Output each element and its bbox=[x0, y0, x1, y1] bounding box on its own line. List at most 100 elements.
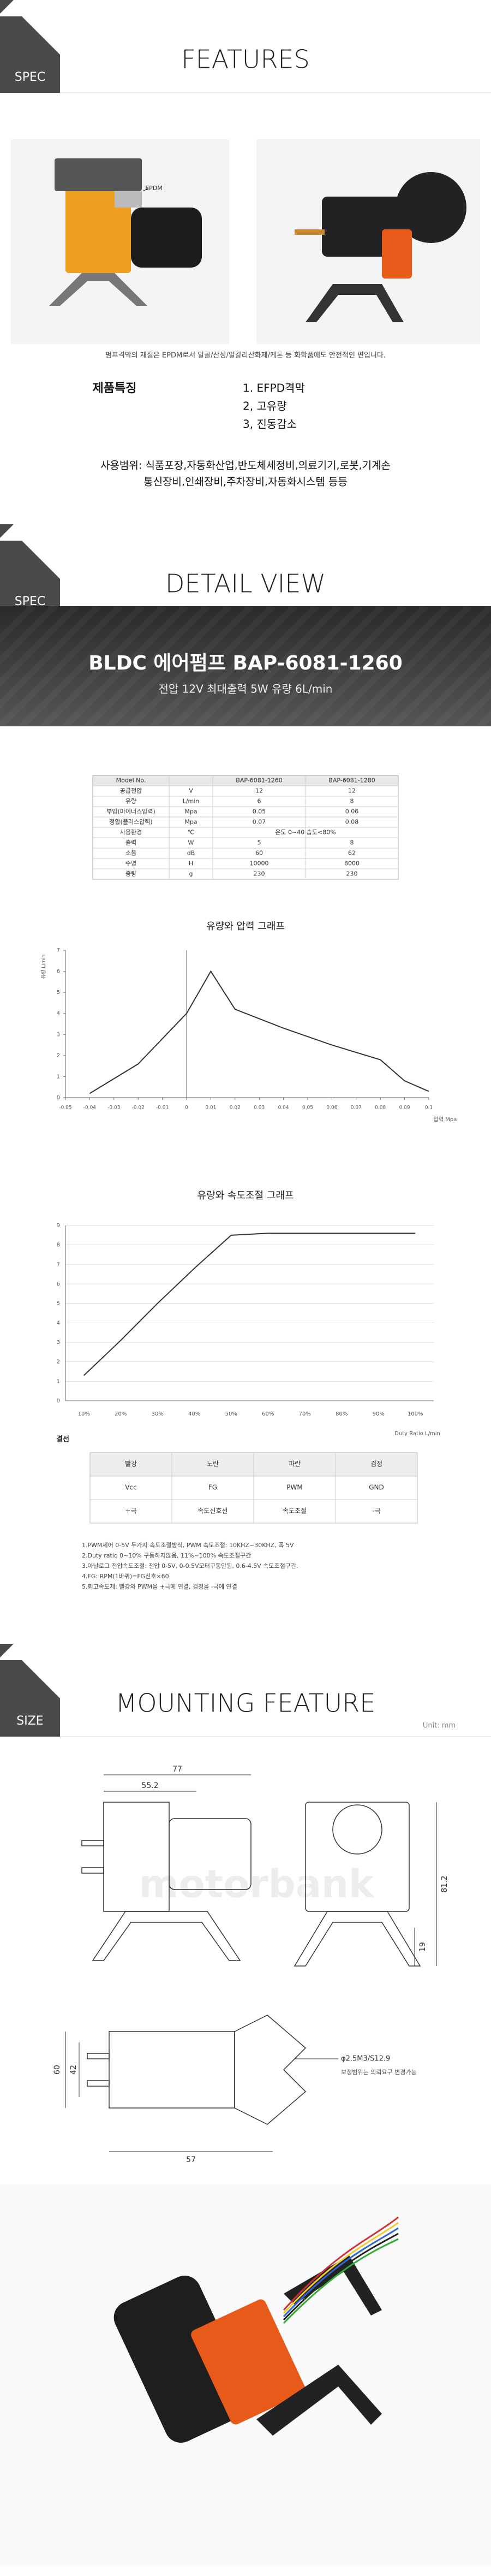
product-bracket bbox=[256, 2365, 382, 2436]
note: 2.Duty ratio 0~10% 구동하지않음, 11%~100% 속도조절… bbox=[82, 1551, 251, 1559]
table-header: BAP-6081-1280 bbox=[328, 777, 375, 784]
dimension: 60 bbox=[53, 2065, 62, 2075]
dimension: 57 bbox=[186, 2155, 196, 2164]
dimension: 19 bbox=[418, 1942, 427, 1952]
x-tick-label: 0.02 bbox=[230, 1105, 241, 1111]
wiring-cell: -극 bbox=[372, 1507, 380, 1515]
section-tag-label: SIZE bbox=[16, 1714, 43, 1728]
x-tick-label: 0.01 bbox=[205, 1105, 216, 1111]
section-tag bbox=[0, 541, 60, 617]
banner-stripe bbox=[194, 603, 319, 729]
table-cell: L/min bbox=[183, 798, 200, 805]
wiring-cell: 속도조절 bbox=[283, 1507, 307, 1515]
front-foot bbox=[294, 1911, 421, 1967]
table-cell: 부압(마이너스압력) bbox=[106, 808, 155, 815]
section-tag bbox=[0, 1660, 60, 1737]
section-tag-accent bbox=[0, 524, 14, 538]
wiring-cell: Vcc bbox=[125, 1484, 136, 1491]
bottom-foot bbox=[234, 2015, 307, 2125]
product-head bbox=[191, 2299, 306, 2425]
pump-motor bbox=[131, 208, 202, 268]
x-tick-label: 90% bbox=[373, 1411, 385, 1417]
banner-stripe bbox=[346, 603, 472, 729]
table-cell: g bbox=[189, 870, 193, 878]
side-port bbox=[81, 1840, 104, 1846]
table-cell: 수명 bbox=[125, 860, 136, 867]
data-line bbox=[83, 1233, 416, 1376]
table-cell: ℃ bbox=[188, 829, 194, 836]
watermark: motorbank bbox=[139, 1862, 375, 1906]
wiring-cell: 빨강 bbox=[125, 1460, 137, 1468]
table-cell: 중량 bbox=[125, 870, 136, 878]
section-tag-label: SPEC bbox=[15, 70, 46, 84]
dimension: 81.2 bbox=[440, 1875, 449, 1892]
banner-stripe bbox=[412, 645, 491, 729]
banner-stripe bbox=[456, 689, 491, 729]
banner-stripe bbox=[259, 603, 385, 729]
table-cell: 5 bbox=[258, 839, 261, 846]
feature-heading: 제품특징 bbox=[93, 382, 137, 395]
table-cell: W bbox=[188, 839, 194, 846]
x-tick-label: 30% bbox=[152, 1411, 164, 1417]
dimension: 55.2 bbox=[141, 1781, 158, 1790]
x-tick-label: 0.03 bbox=[254, 1105, 265, 1111]
table-cell: 8 bbox=[350, 798, 354, 805]
product-motor bbox=[113, 2276, 252, 2443]
banner-stripe bbox=[0, 603, 79, 688]
table-cell: 230 bbox=[346, 870, 358, 878]
table-cell: Mpa bbox=[184, 808, 197, 815]
x-tick-label: 0.1 bbox=[425, 1105, 433, 1111]
table-cell: 60 bbox=[255, 850, 263, 857]
material-note: 펌프격막의 재질은 EPDM로서 알콜/산성/알칼리산화제/케톤 등 화학품에도… bbox=[105, 352, 386, 360]
y-tick-label: 4 bbox=[57, 1011, 60, 1017]
table-cell: 12 bbox=[348, 787, 356, 795]
x-tick-label: -0.01 bbox=[156, 1105, 169, 1111]
bottom-port bbox=[87, 2080, 110, 2087]
table-cell: 0.07 bbox=[253, 819, 266, 826]
y-tick-label: 2 bbox=[57, 1359, 60, 1365]
diaphragm bbox=[115, 191, 142, 208]
section-tag-accent bbox=[0, 0, 14, 14]
banner-title: BLDC 에어펌프 BAP-6081-1260 bbox=[88, 652, 403, 674]
banner bbox=[0, 606, 491, 726]
usage-text: 통신장비,인쇄장비,주차장비,자동화시스템 등등 bbox=[143, 476, 348, 488]
banner-stripe bbox=[237, 603, 363, 729]
x-tick-label: 20% bbox=[115, 1411, 127, 1417]
note: 5.회고속도제: 빨강와 PWM을 +극에 연결, 검정을 -극에 연결 bbox=[82, 1583, 237, 1590]
front-fan bbox=[332, 1804, 382, 1855]
banner-stripe bbox=[0, 603, 57, 666]
wiring-cell: +극 bbox=[125, 1507, 136, 1515]
x-axis-title: 압력 Mpa bbox=[434, 1116, 457, 1123]
section-tag-label: SPEC bbox=[15, 595, 46, 608]
table-cell: 6 bbox=[258, 798, 261, 805]
section-tag bbox=[0, 16, 60, 93]
y-tick-label: 2 bbox=[57, 1053, 60, 1059]
feature-item: 3, 진동감소 bbox=[243, 418, 297, 431]
wiring-cell: 노란 bbox=[207, 1460, 219, 1468]
x-tick-label: 50% bbox=[225, 1411, 237, 1417]
pump-bracket bbox=[49, 273, 147, 306]
y-tick-label: 5 bbox=[57, 990, 60, 996]
x-tick-label: 70% bbox=[299, 1411, 311, 1417]
banner-stripe bbox=[63, 603, 188, 729]
usage-text: 사용범위: 식품포장,자동화산업,반도체세정비,의료기기,로봇,기계손 bbox=[100, 460, 391, 472]
banner-stripe bbox=[128, 603, 254, 729]
section-title: MOUNTING FEATURE bbox=[116, 1689, 376, 1718]
x-tick-label: 0.04 bbox=[278, 1105, 289, 1111]
note: 1.PWM제어 0-5V 두가지 속도조절방식, PWM 속도조절: 10KHZ… bbox=[82, 1542, 294, 1549]
pump-head bbox=[382, 229, 412, 279]
banner-stripe bbox=[215, 603, 341, 729]
wire bbox=[283, 2238, 399, 2324]
x-tick-label: -0.03 bbox=[107, 1105, 120, 1111]
wiring-title: 결선 bbox=[56, 1435, 69, 1444]
banner-stripe bbox=[41, 603, 166, 729]
banner-stripe bbox=[0, 603, 101, 709]
chart-title: 유량와 압력 그래프 bbox=[206, 921, 285, 932]
side-foot bbox=[92, 1911, 241, 1961]
x-tick-label: 40% bbox=[188, 1411, 200, 1417]
x-tick-label: -0.02 bbox=[132, 1105, 145, 1111]
y-axis-title: 유량 L/min bbox=[40, 955, 47, 979]
label-leader bbox=[142, 188, 149, 192]
bottom-port bbox=[87, 2053, 110, 2059]
